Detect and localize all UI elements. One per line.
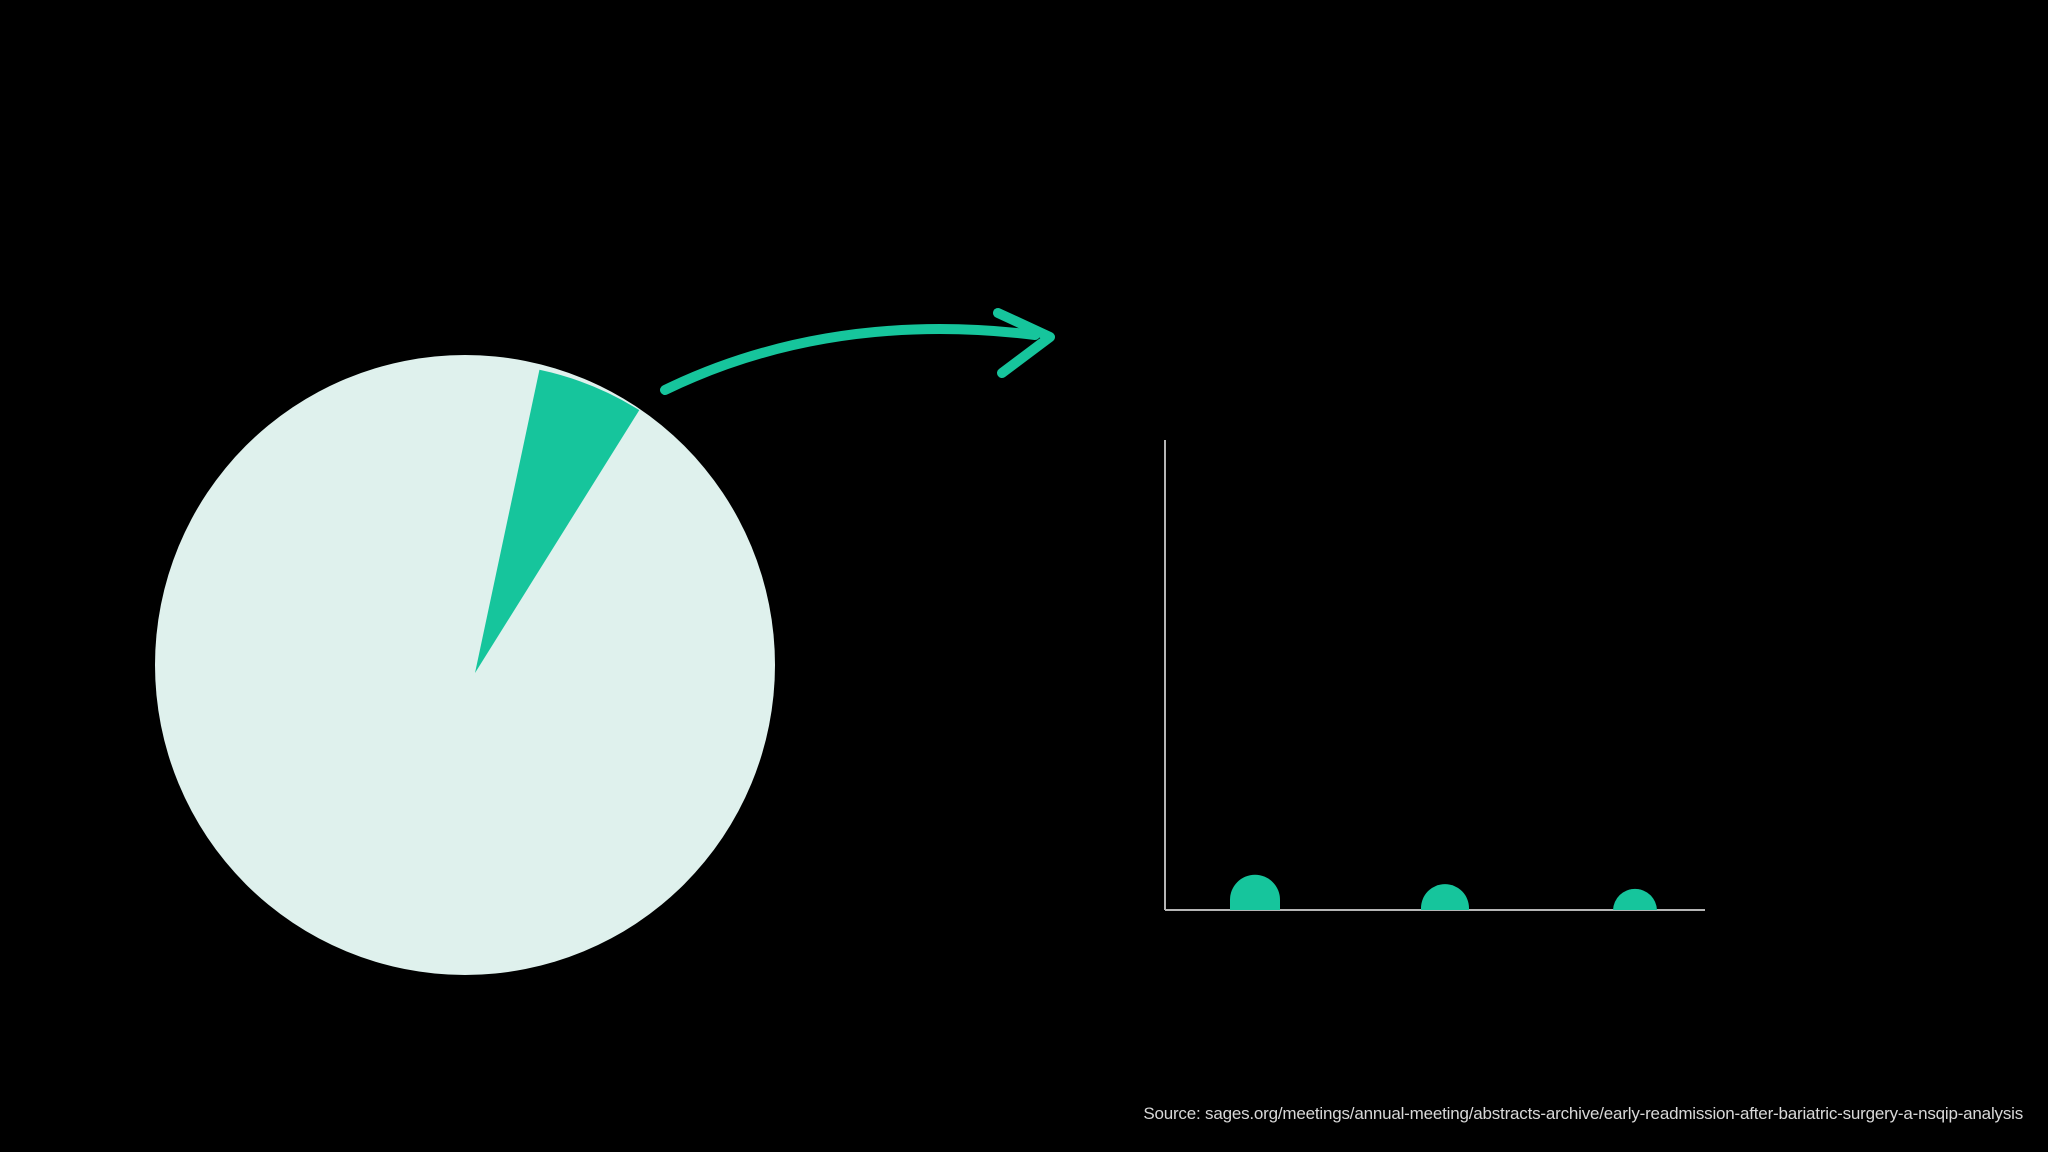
arrow-icon <box>650 305 1090 385</box>
bar-chart <box>1155 440 1715 910</box>
source-citation: Source: sages.org/meetings/annual-meetin… <box>1143 1104 2023 1124</box>
